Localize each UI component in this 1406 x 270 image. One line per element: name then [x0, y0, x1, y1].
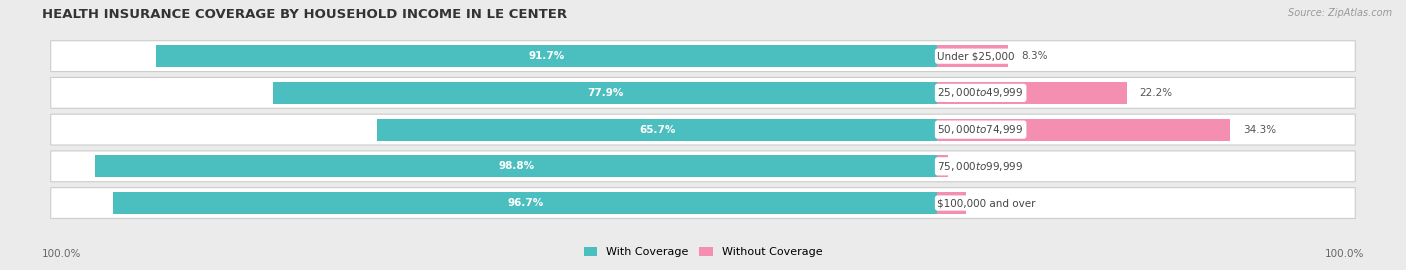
Text: 91.7%: 91.7%: [529, 51, 565, 61]
Text: $75,000 to $99,999: $75,000 to $99,999: [938, 160, 1024, 173]
Text: Under $25,000: Under $25,000: [938, 51, 1015, 61]
Bar: [96, 155, 938, 177]
Text: 100.0%: 100.0%: [42, 249, 82, 259]
Text: 3.3%: 3.3%: [979, 198, 1005, 208]
Legend: With Coverage, Without Coverage: With Coverage, Without Coverage: [579, 243, 827, 262]
Text: HEALTH INSURANCE COVERAGE BY HOUSEHOLD INCOME IN LE CENTER: HEALTH INSURANCE COVERAGE BY HOUSEHOLD I…: [42, 8, 567, 21]
FancyBboxPatch shape: [51, 114, 1355, 145]
Bar: [938, 119, 1230, 141]
Bar: [273, 82, 938, 104]
Text: 100.0%: 100.0%: [1324, 249, 1364, 259]
Text: 22.2%: 22.2%: [1140, 88, 1173, 98]
Bar: [938, 45, 1008, 67]
Text: 65.7%: 65.7%: [640, 124, 675, 135]
Text: 77.9%: 77.9%: [588, 88, 623, 98]
Bar: [938, 155, 948, 177]
Text: 98.8%: 98.8%: [498, 161, 534, 171]
Bar: [156, 45, 938, 67]
Text: 8.3%: 8.3%: [1021, 51, 1047, 61]
FancyBboxPatch shape: [51, 151, 1355, 182]
Bar: [938, 82, 1126, 104]
Text: Source: ZipAtlas.com: Source: ZipAtlas.com: [1288, 8, 1392, 18]
Text: $25,000 to $49,999: $25,000 to $49,999: [938, 86, 1024, 99]
FancyBboxPatch shape: [51, 77, 1355, 108]
Bar: [938, 192, 966, 214]
Bar: [112, 192, 938, 214]
Text: 96.7%: 96.7%: [508, 198, 543, 208]
FancyBboxPatch shape: [51, 41, 1355, 72]
Text: 34.3%: 34.3%: [1243, 124, 1275, 135]
Text: 1.2%: 1.2%: [960, 161, 987, 171]
Text: $50,000 to $74,999: $50,000 to $74,999: [938, 123, 1024, 136]
Bar: [377, 119, 938, 141]
Text: $100,000 and over: $100,000 and over: [938, 198, 1036, 208]
FancyBboxPatch shape: [51, 188, 1355, 218]
